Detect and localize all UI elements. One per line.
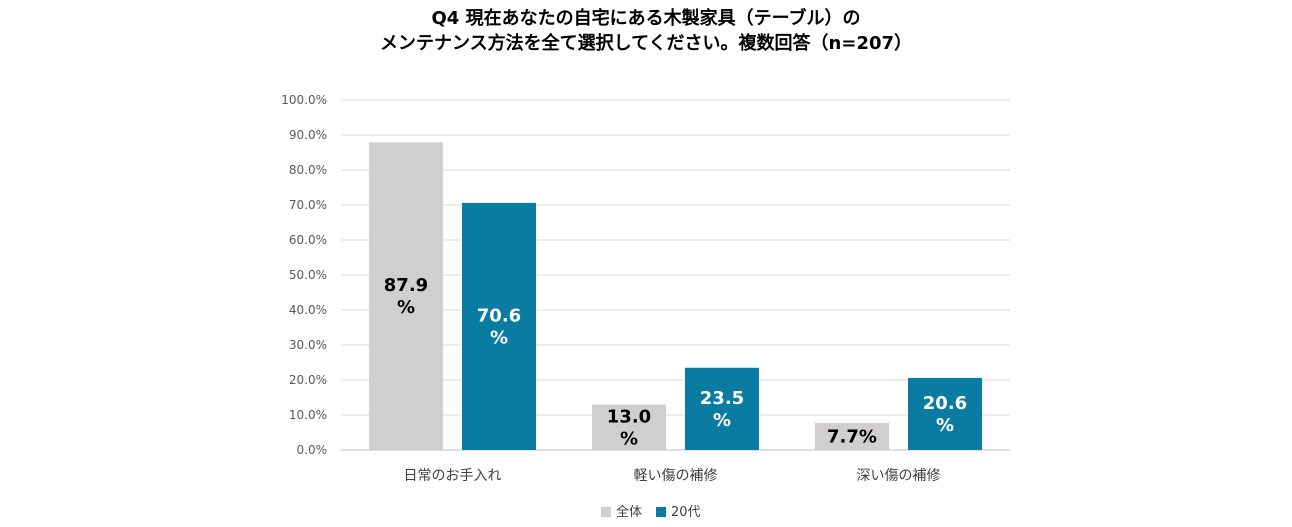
y-tick-label: 40.0% xyxy=(289,303,327,317)
data-label: 7.7% xyxy=(827,427,877,448)
gridlines xyxy=(341,99,1010,451)
bar-0-0 xyxy=(369,142,443,450)
data-label: % xyxy=(620,428,638,449)
data-label: % xyxy=(713,410,731,431)
data-label: 23.5 xyxy=(700,388,744,409)
y-tick-label: 20.0% xyxy=(289,373,327,387)
y-tick-label: 90.0% xyxy=(289,128,327,142)
y-tick-label: 100.0% xyxy=(281,93,327,107)
legend-label: 20代 xyxy=(671,505,701,520)
category-label: 深い傷の補修 xyxy=(857,468,941,484)
y-tick-label: 80.0% xyxy=(289,163,327,177)
y-tick-label: 60.0% xyxy=(289,233,327,247)
y-axis-ticks: 0.0% 10.0% 20.0% 30.0% 40.0% 50.0% 60.0% 70.0% 8… xyxy=(281,93,327,457)
y-tick-label: 50.0% xyxy=(289,268,327,282)
category-label: 日常のお手入れ xyxy=(404,468,502,484)
bar-1-2 xyxy=(908,377,982,450)
bar-0-2 xyxy=(815,423,889,450)
bar-1-1 xyxy=(685,367,759,450)
data-label: % xyxy=(936,415,954,436)
data-label: % xyxy=(490,327,508,348)
y-tick-label: 10.0% xyxy=(289,408,327,422)
data-label: % xyxy=(397,297,415,318)
y-tick-label: 30.0% xyxy=(289,338,327,352)
data-label: 20.6 xyxy=(923,393,967,414)
data-label: 13.0 xyxy=(607,406,651,427)
data-label: 70.6 xyxy=(477,305,521,326)
legend-swatch xyxy=(601,507,611,517)
data-label: 87.9 xyxy=(384,275,428,296)
x-axis-categories: 日常のお手入れ 軽い傷の補修 深い傷の補修 xyxy=(404,468,941,484)
chart-title-line-1: Q4 現在あなたの自宅にある木製家具（テーブル）の xyxy=(431,7,860,29)
legend: 全体 20代 xyxy=(601,504,701,520)
legend-label: 全体 xyxy=(616,504,642,520)
y-tick-label: 0.0% xyxy=(297,443,328,457)
category-label: 軽い傷の補修 xyxy=(634,468,718,484)
bars xyxy=(369,142,982,450)
legend-swatch xyxy=(656,507,666,517)
data-labels: 87.9% 70.6%13.0%23.5%7.7%20.6% xyxy=(384,275,967,449)
chart-title-line-2: メンテナンス方法を全て選択してください。複数回答（n=207） xyxy=(380,32,912,54)
bar-0-1 xyxy=(592,404,666,450)
y-tick-label: 70.0% xyxy=(289,198,327,212)
bar-1-0 xyxy=(462,202,536,450)
